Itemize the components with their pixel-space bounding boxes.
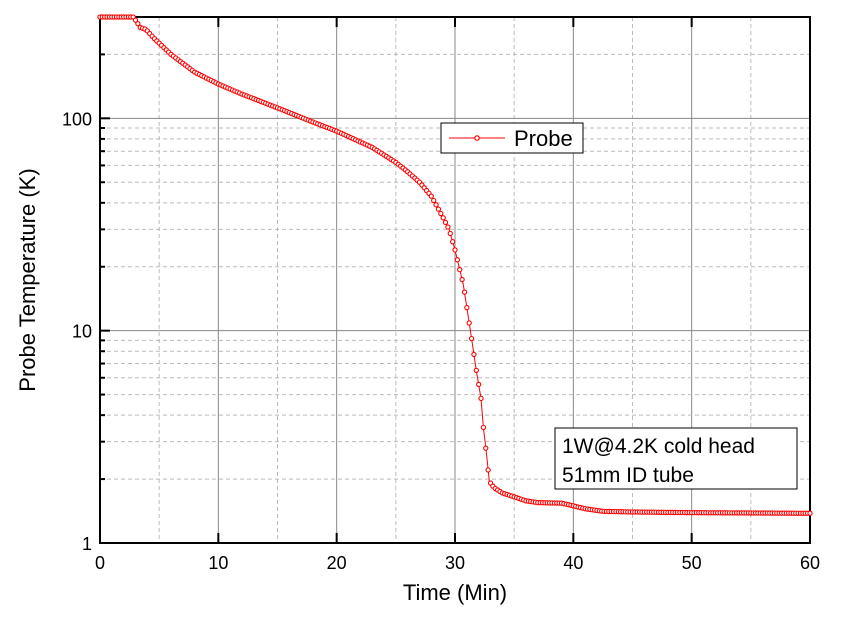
data-point [457, 267, 463, 273]
data-point [431, 197, 437, 204]
x-axis-label: Time (Min) [403, 580, 507, 605]
data-point [464, 304, 470, 311]
x-tick-label: 30 [445, 553, 465, 573]
data-point [428, 193, 434, 199]
data-point [459, 276, 465, 283]
data-point [440, 215, 446, 221]
data-point [478, 395, 484, 401]
annotation-box: 1W@4.2K cold head 51mm ID tube [554, 427, 798, 490]
data-point [461, 289, 468, 295]
data-point [454, 257, 461, 263]
data-point [447, 230, 453, 237]
data-point [132, 17, 139, 23]
data-point [480, 424, 487, 431]
axis-ticks: 0 10 20 30 40 50 60 1 10 100 [62, 16, 820, 573]
annotation-frame [554, 427, 798, 490]
y-axis-label: Probe Temperature (K) [15, 168, 40, 391]
data-point [452, 247, 458, 253]
annotation-line-2: 51mm ID tube [562, 464, 694, 487]
y-tick-label: 100 [62, 109, 92, 129]
series-probe [97, 14, 813, 516]
data-point [485, 467, 491, 473]
data-point [466, 320, 472, 326]
data-point [449, 239, 456, 245]
data-point [435, 206, 442, 212]
data-point [471, 351, 477, 358]
data-point [438, 210, 444, 217]
data-point [442, 219, 449, 226]
data-point [807, 510, 813, 516]
x-tick-label: 10 [208, 553, 228, 573]
data-point [135, 20, 141, 27]
y-tick-label: 1 [82, 534, 92, 554]
legend-label: Probe [514, 126, 573, 151]
data-point [483, 445, 489, 451]
x-tick-label: 40 [563, 553, 583, 573]
data-point [468, 335, 475, 342]
data-point [445, 224, 451, 230]
x-tick-label: 20 [327, 553, 347, 573]
data-point [433, 202, 439, 208]
legend: Probe [440, 122, 584, 154]
legend-marker [474, 135, 480, 141]
x-tick-label: 50 [682, 553, 702, 573]
data-point [473, 367, 479, 374]
annotation-line-1: 1W@4.2K cold head [562, 435, 755, 458]
x-tick-label: 0 [95, 553, 105, 573]
y-tick-label: 10 [72, 322, 92, 342]
data-point [476, 381, 482, 388]
x-tick-label: 60 [800, 553, 820, 573]
grid [100, 16, 810, 543]
